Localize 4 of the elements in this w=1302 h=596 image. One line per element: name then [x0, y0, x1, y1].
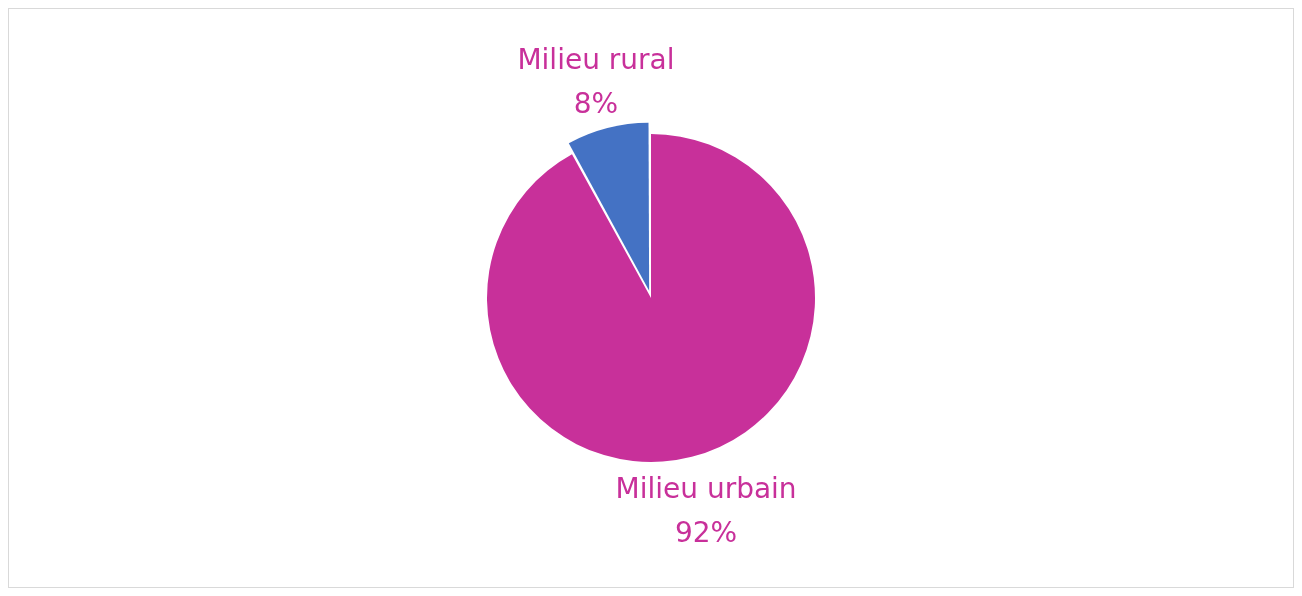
data-label: 92%	[674, 515, 738, 549]
data-label: 8%	[573, 86, 619, 120]
slice-label: Milieu urbain	[615, 471, 797, 505]
slice-label: Milieu rural	[517, 42, 675, 76]
